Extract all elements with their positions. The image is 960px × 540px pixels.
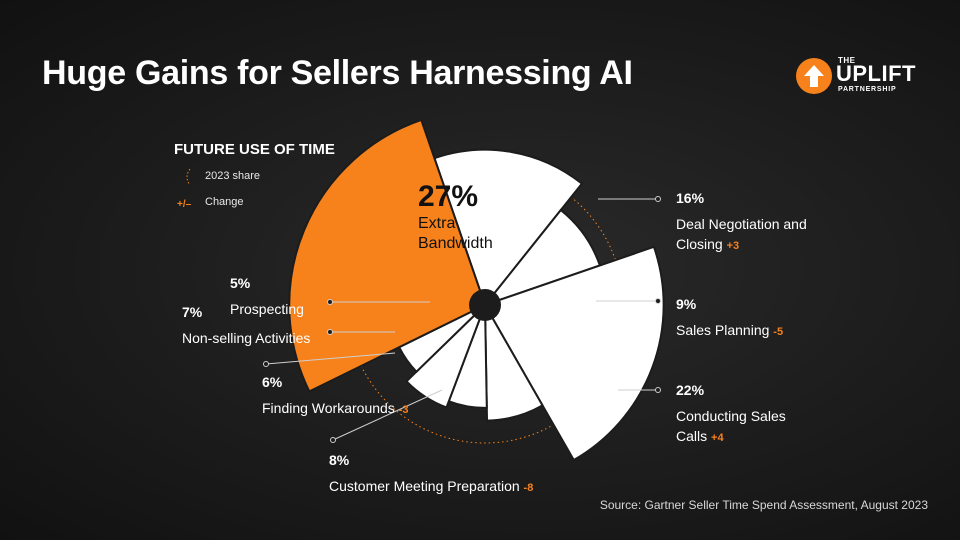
label-customer-meeting-prep: 8% Customer Meeting Preparation -8 <box>329 450 533 498</box>
leader-line <box>332 389 443 441</box>
slice-pct: 7% <box>182 304 203 320</box>
slice-pct: 16% <box>676 190 705 206</box>
slice-pct: 9% <box>676 296 697 312</box>
slice-change: +3 <box>726 240 740 252</box>
legend-title: FUTURE USE OF TIME <box>174 141 335 158</box>
slice-non-selling-activities <box>405 304 486 409</box>
logo: THE UPLIFT PARTNERSHIP <box>796 56 926 100</box>
slice-name: Customer Meeting Preparation <box>329 478 520 494</box>
leader-dot <box>655 196 661 202</box>
label-finding-workarounds: 6% Finding Workarounds -3 <box>262 372 408 420</box>
slice-pct: 22% <box>676 382 705 398</box>
label-non-selling: 7% Non-selling Activities -8 <box>182 302 324 350</box>
legend-share-label: 2023 share <box>205 170 261 182</box>
label-conducting-sales-calls: 22% Conducting Sales Calls +4 <box>676 380 786 448</box>
leader-dot <box>327 299 333 305</box>
logo-text-uplift: UPLIFT <box>836 61 916 86</box>
slice-name: Non-selling Activities <box>182 330 311 346</box>
leader-dot <box>655 387 661 393</box>
slice-change: +4 <box>711 432 724 444</box>
page-title: Huge Gains for Sellers Harnessing AI <box>42 54 633 92</box>
extra-bandwidth-line2: Bandwidth <box>418 235 493 252</box>
slice-change: -3 <box>398 404 409 416</box>
extra-bandwidth-label: 27% Extra Bandwidth <box>418 180 493 254</box>
slice-extra-bandwidth <box>288 118 487 393</box>
leader-dot <box>327 329 333 335</box>
slice-name: Conducting Sales <box>676 408 786 424</box>
slice-deal-negotiation-and <box>433 148 584 308</box>
logo-text-partnership: PARTNERSHIP <box>838 86 897 93</box>
leader-dot <box>330 437 336 443</box>
chart-center-hub <box>469 289 501 321</box>
slice-name: Sales Planning <box>676 322 770 338</box>
slice-change: -5 <box>773 326 784 338</box>
source-note: Source: Gartner Seller Time Spend Assess… <box>599 498 928 512</box>
label-sales-planning: 9% Sales Planning -5 <box>676 294 783 342</box>
legend-change-label: Change <box>205 196 244 208</box>
leader-line <box>265 352 396 365</box>
leader-dot <box>655 298 661 304</box>
slice-pct: 8% <box>329 452 350 468</box>
slice-name: Finding Workarounds <box>262 400 395 416</box>
slice-name-2: Closing <box>676 236 723 252</box>
slice-change: -10 <box>307 305 324 317</box>
label-prospecting: 5% Prospecting -10 <box>230 273 324 321</box>
extra-bandwidth-line1: Extra <box>418 215 456 232</box>
slice-change: -8 <box>523 482 534 494</box>
label-deal-negotiation: 16% Deal Negotiation and Closing +3 <box>676 188 807 256</box>
logo-text-the: THE <box>838 56 856 65</box>
legend-change-symbol: +/– <box>177 199 192 210</box>
slice-name: Deal Negotiation and <box>676 216 807 232</box>
slice-name: Prospecting <box>230 301 304 317</box>
slice-name-2: Calls <box>676 428 708 444</box>
slice-customer-meeting-preparation <box>484 304 544 422</box>
slice-pct: 6% <box>262 374 283 390</box>
up-arrow-icon <box>796 58 832 94</box>
extra-bandwidth-pct: 27% <box>418 180 479 213</box>
slice-change: -8 <box>314 334 325 346</box>
slice-conducting-sales <box>483 245 665 462</box>
slice-pct: 5% <box>230 275 251 291</box>
leader-dot <box>263 361 269 367</box>
